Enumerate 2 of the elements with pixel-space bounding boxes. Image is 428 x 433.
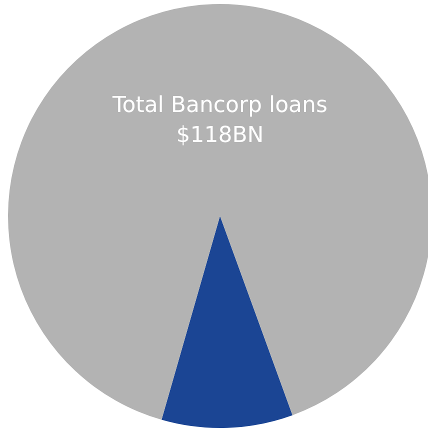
text: $118BN — [176, 123, 264, 148]
text: Total Bancorp loans — [112, 93, 328, 118]
